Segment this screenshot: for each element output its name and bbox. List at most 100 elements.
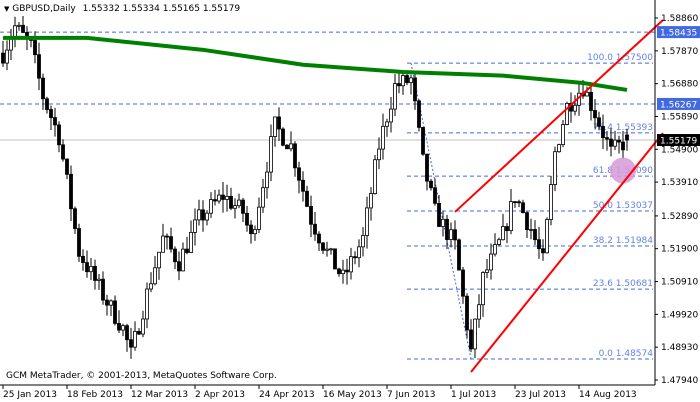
candle-bull <box>161 235 165 253</box>
candle-bull <box>145 288 149 320</box>
candle-bear <box>617 139 621 143</box>
candle-bear <box>593 110 597 119</box>
x-tick-label: 1 Jul 2013 <box>451 390 496 400</box>
candle-bull <box>89 265 93 273</box>
y-tick-label: 1.52890 <box>661 212 698 222</box>
candle-bull <box>349 256 353 273</box>
x-tick-label: 2 Apr 2013 <box>195 390 245 400</box>
candle-bull <box>253 229 257 235</box>
candle-bear <box>245 212 249 226</box>
candle-bear <box>137 331 141 335</box>
candle-bear <box>413 77 417 102</box>
candle-bull <box>481 272 485 306</box>
candle-bull <box>109 300 113 306</box>
channel-trendline <box>470 132 664 373</box>
candle-bull <box>493 244 497 255</box>
candle-bull <box>325 248 329 251</box>
candle-bull <box>17 24 21 27</box>
candle-bear <box>105 299 109 306</box>
candle-bear <box>301 179 305 192</box>
candle-bear <box>213 199 217 202</box>
copyright-text: GCM MetaTrader, © 2001-2013, MetaQuotes … <box>6 371 277 381</box>
candle-bull <box>257 206 261 230</box>
candle-bull <box>565 102 569 125</box>
candle-bear <box>69 173 73 210</box>
y-tick-label: 1.54900 <box>661 145 698 155</box>
candle-bear <box>525 212 529 231</box>
candle-bear <box>277 116 281 130</box>
candle-bear <box>293 143 297 169</box>
candle-bear <box>129 339 133 348</box>
candle-bull <box>385 121 389 127</box>
candle-bear <box>173 248 177 263</box>
candle-bull <box>377 148 381 161</box>
candle-bull <box>509 201 513 232</box>
candle-bear <box>597 117 601 127</box>
candle-bull <box>233 205 237 209</box>
candle-bull <box>5 49 9 64</box>
y-tick-label: 1.56880 <box>661 80 698 90</box>
candle-bull <box>549 184 553 220</box>
y-tick-label: 1.58860 <box>661 14 698 24</box>
candle-bull <box>409 77 413 84</box>
candle-bear <box>541 248 545 254</box>
highlight-circle <box>610 157 636 184</box>
candle-bear <box>425 153 429 182</box>
candle-bear <box>337 268 341 275</box>
candle-bear <box>305 190 309 207</box>
candle-bull <box>561 124 565 146</box>
candle-bull <box>97 278 101 281</box>
x-tick-label: 25 Jan 2013 <box>3 390 57 400</box>
candle-bear <box>229 195 233 209</box>
candle-bull <box>193 219 197 233</box>
candle-bear <box>249 224 253 235</box>
candle-bull <box>261 187 265 208</box>
fib-level-label: 23.6 1.50681 <box>593 279 653 289</box>
candle-bull <box>485 269 489 273</box>
candle-bear <box>445 218 449 240</box>
candle-bear <box>505 226 509 232</box>
candle-bear <box>465 295 469 331</box>
candle-bear <box>625 134 629 141</box>
candle-bear <box>589 91 593 111</box>
candle-bear <box>521 202 525 214</box>
candle-bull <box>613 139 617 147</box>
candle-bear <box>241 199 245 214</box>
candle-bull <box>225 195 229 200</box>
candle-bull <box>197 209 201 221</box>
candle-bull <box>341 269 345 275</box>
candle-bear <box>429 180 433 189</box>
candle-bear <box>453 229 457 241</box>
price-level-box <box>657 26 700 39</box>
y-tick-label: 1.51900 <box>661 245 698 255</box>
candle-bull <box>401 75 405 87</box>
fib-level-label: 100.0 1.57500 <box>587 53 653 63</box>
candle-bear <box>345 269 349 273</box>
y-tick-label: 1.57870 <box>661 47 698 57</box>
candle-bear <box>33 39 37 56</box>
candle-bear <box>201 209 205 221</box>
price-level-label: 1.58435 <box>660 29 697 39</box>
candle-bull <box>217 194 221 202</box>
candle-bull <box>373 159 377 195</box>
candle-bull <box>449 229 453 240</box>
collapse-triangle-icon[interactable]: ▼ <box>4 5 10 13</box>
candle-bull <box>389 108 393 123</box>
candle-bear <box>45 98 49 110</box>
candle-bull <box>237 199 241 207</box>
candle-bear <box>57 124 61 146</box>
candle-bull <box>381 125 385 150</box>
candle-bear <box>165 235 169 238</box>
candle-bull <box>441 218 445 227</box>
candle-bear <box>309 205 313 225</box>
candle-bear <box>517 201 521 204</box>
candle-bear <box>185 248 189 253</box>
candle-bear <box>421 127 425 155</box>
candle-bull <box>529 229 533 231</box>
y-tick-label: 1.47940 <box>661 376 698 386</box>
candle-bull <box>133 331 137 348</box>
y-tick-label: 1.49920 <box>661 310 698 320</box>
